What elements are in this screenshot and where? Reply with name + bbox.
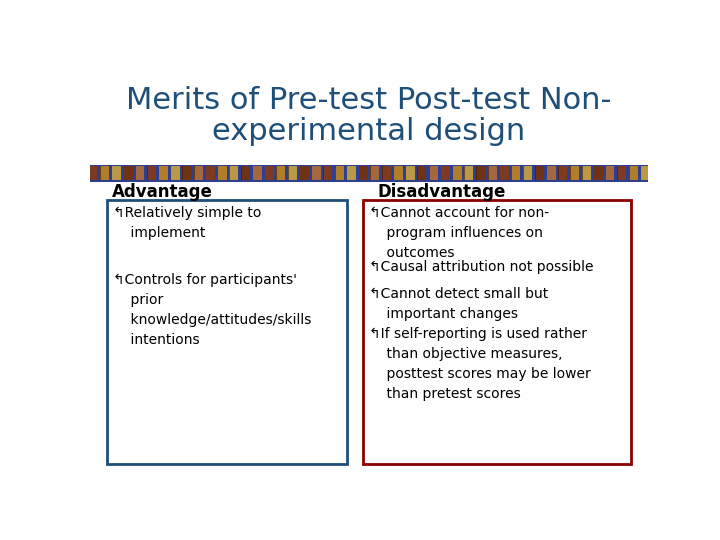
FancyBboxPatch shape xyxy=(546,166,556,180)
FancyBboxPatch shape xyxy=(559,166,567,180)
Text: ↰Relatively simple to
    implement: ↰Relatively simple to implement xyxy=(114,206,262,240)
FancyBboxPatch shape xyxy=(570,166,579,180)
FancyBboxPatch shape xyxy=(441,166,450,180)
FancyBboxPatch shape xyxy=(594,166,603,180)
FancyBboxPatch shape xyxy=(206,166,215,180)
FancyBboxPatch shape xyxy=(107,200,347,464)
FancyBboxPatch shape xyxy=(617,166,626,180)
FancyBboxPatch shape xyxy=(288,166,297,180)
Text: ↰Causal attribution not possible: ↰Causal attribution not possible xyxy=(369,260,593,274)
FancyBboxPatch shape xyxy=(464,166,473,180)
FancyBboxPatch shape xyxy=(359,166,368,180)
FancyBboxPatch shape xyxy=(312,166,320,180)
FancyBboxPatch shape xyxy=(241,166,250,180)
FancyBboxPatch shape xyxy=(100,166,109,180)
FancyBboxPatch shape xyxy=(135,166,144,180)
Text: ↰Controls for participants'
    prior
    knowledge/attitudes/skills
    intenti: ↰Controls for participants' prior knowle… xyxy=(114,273,312,347)
FancyBboxPatch shape xyxy=(523,166,532,180)
FancyBboxPatch shape xyxy=(370,166,379,180)
FancyBboxPatch shape xyxy=(394,166,403,180)
FancyBboxPatch shape xyxy=(347,166,356,180)
FancyBboxPatch shape xyxy=(606,166,614,180)
FancyBboxPatch shape xyxy=(300,166,309,180)
FancyBboxPatch shape xyxy=(217,166,227,180)
FancyBboxPatch shape xyxy=(382,166,391,180)
Text: ↰If self-reporting is used rather
    than objective measures,
    posttest scor: ↰If self-reporting is used rather than o… xyxy=(369,327,590,401)
FancyBboxPatch shape xyxy=(453,166,462,180)
Text: ↰Cannot detect small but
    important changes: ↰Cannot detect small but important chang… xyxy=(369,287,548,321)
FancyBboxPatch shape xyxy=(429,166,438,180)
FancyBboxPatch shape xyxy=(265,166,274,180)
FancyBboxPatch shape xyxy=(194,166,203,180)
FancyBboxPatch shape xyxy=(147,166,156,180)
FancyBboxPatch shape xyxy=(89,166,97,180)
FancyBboxPatch shape xyxy=(323,166,333,180)
FancyBboxPatch shape xyxy=(535,166,544,180)
FancyBboxPatch shape xyxy=(124,166,132,180)
Text: Advantage: Advantage xyxy=(112,184,213,201)
FancyBboxPatch shape xyxy=(629,166,638,180)
Text: Disadvantage: Disadvantage xyxy=(377,184,505,201)
Text: ↰Cannot account for non-
    program influences on
    outcomes: ↰Cannot account for non- program influen… xyxy=(369,206,549,260)
FancyBboxPatch shape xyxy=(641,166,649,180)
Text: Merits of Pre-test Post-test Non-: Merits of Pre-test Post-test Non- xyxy=(126,86,612,114)
FancyBboxPatch shape xyxy=(418,166,426,180)
FancyBboxPatch shape xyxy=(335,166,344,180)
FancyBboxPatch shape xyxy=(488,166,497,180)
FancyBboxPatch shape xyxy=(405,166,415,180)
FancyBboxPatch shape xyxy=(476,166,485,180)
FancyBboxPatch shape xyxy=(511,166,521,180)
FancyBboxPatch shape xyxy=(112,166,121,180)
FancyBboxPatch shape xyxy=(364,200,631,464)
FancyBboxPatch shape xyxy=(182,166,192,180)
FancyBboxPatch shape xyxy=(582,166,591,180)
FancyBboxPatch shape xyxy=(500,166,508,180)
FancyBboxPatch shape xyxy=(253,166,262,180)
FancyBboxPatch shape xyxy=(159,166,168,180)
Text: experimental design: experimental design xyxy=(212,117,526,146)
FancyBboxPatch shape xyxy=(90,165,648,182)
FancyBboxPatch shape xyxy=(276,166,285,180)
FancyBboxPatch shape xyxy=(171,166,179,180)
FancyBboxPatch shape xyxy=(230,166,238,180)
